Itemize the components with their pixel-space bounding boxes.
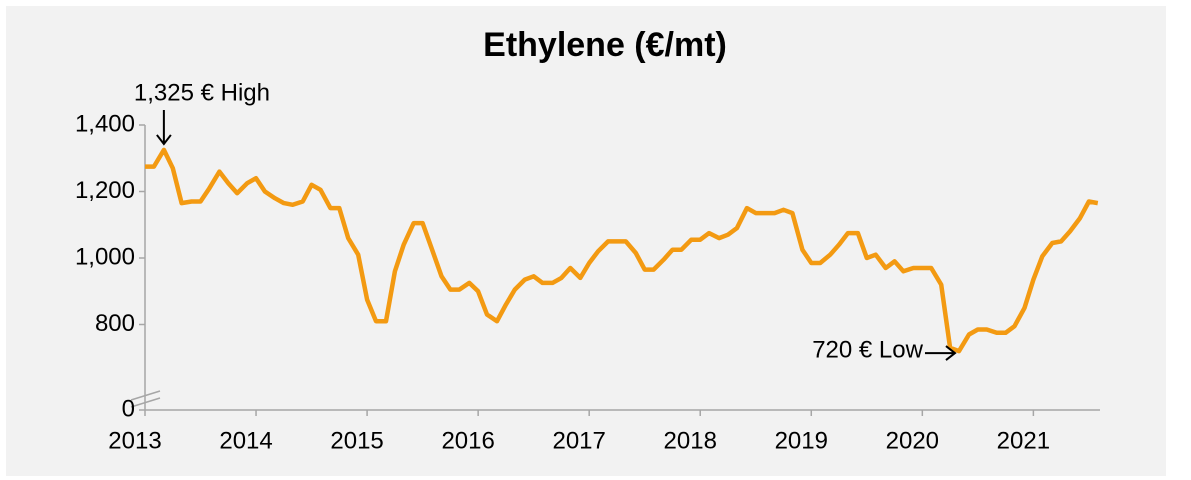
x-tick-label: 2016 xyxy=(441,427,494,454)
x-tick-label: 2015 xyxy=(330,427,383,454)
x-tick-label: 2019 xyxy=(775,427,828,454)
y-tick-label: 0 xyxy=(122,395,135,422)
x-tick-label: 2017 xyxy=(552,427,605,454)
annotation-arrow xyxy=(924,345,957,361)
x-tick-label: 2014 xyxy=(219,427,272,454)
axis-break xyxy=(130,390,161,401)
axis-break xyxy=(130,397,161,408)
y-tick-label: 1,400 xyxy=(75,110,135,137)
x-tick-label: 2018 xyxy=(664,427,717,454)
annotation-arrow xyxy=(156,109,172,146)
y-tick-label: 1,000 xyxy=(75,243,135,270)
x-tick-label: 2013 xyxy=(108,427,161,454)
chart-title: Ethylene (€/mt) xyxy=(483,26,727,64)
y-tick-label: 1,200 xyxy=(75,177,135,204)
x-tick-label: 2021 xyxy=(997,427,1050,454)
x-tick-label: 2020 xyxy=(886,427,939,454)
line-series xyxy=(145,147,1099,354)
y-tick-label: 800 xyxy=(95,310,135,337)
annotation: 1,325 € High xyxy=(134,79,270,106)
chart-background xyxy=(6,6,1166,476)
annotation: 720 € Low xyxy=(812,336,923,363)
